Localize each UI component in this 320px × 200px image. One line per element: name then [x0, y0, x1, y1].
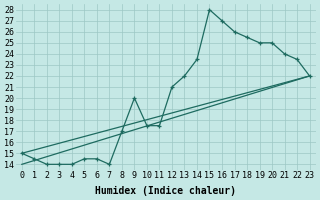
X-axis label: Humidex (Indice chaleur): Humidex (Indice chaleur) [95, 186, 236, 196]
